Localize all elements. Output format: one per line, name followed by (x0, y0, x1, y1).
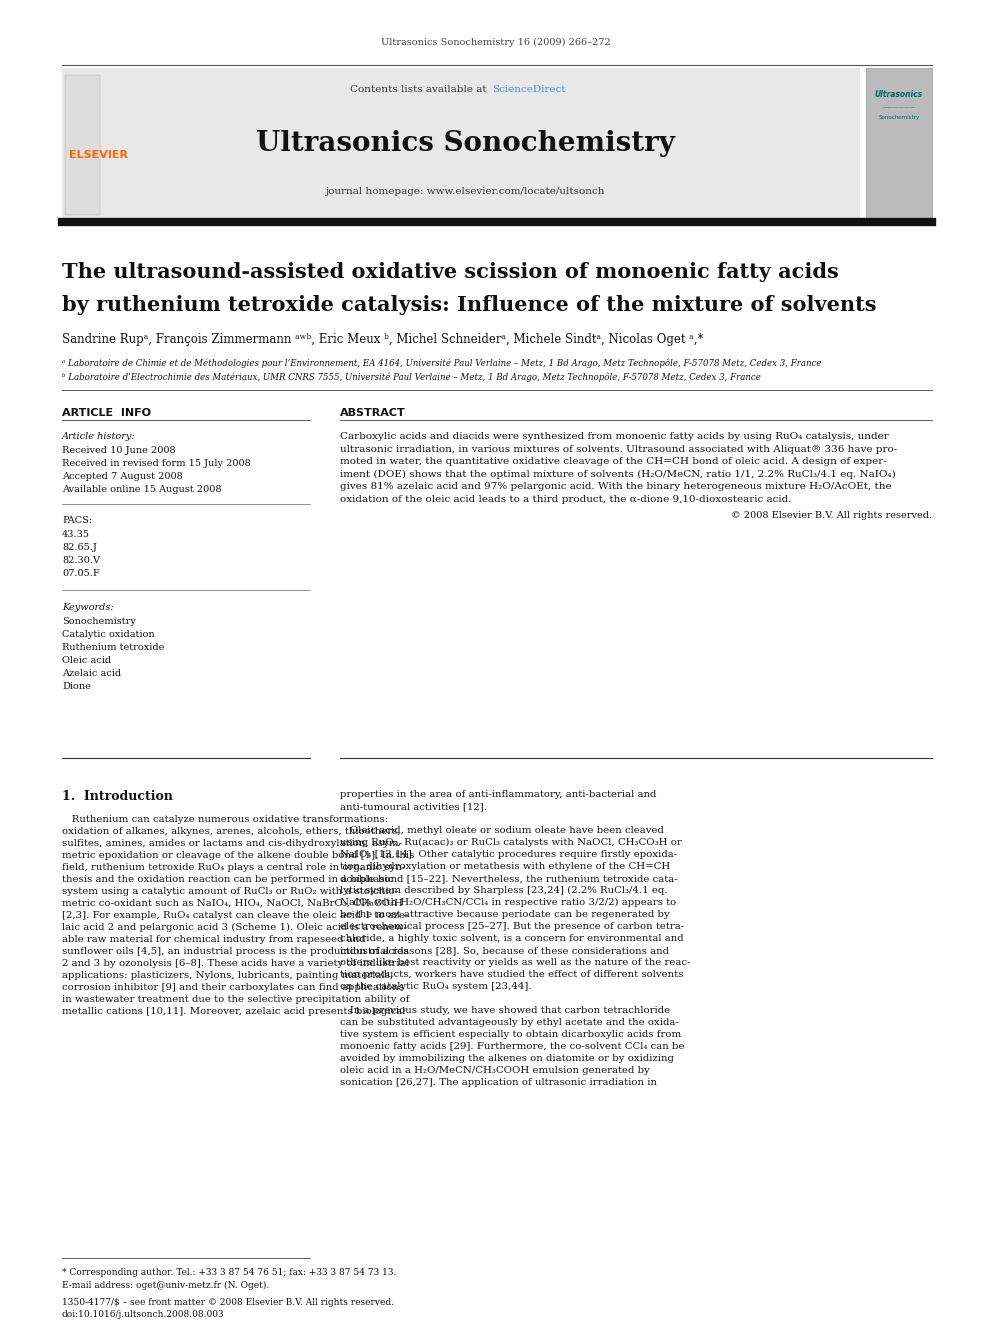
Text: Sandrine Rupᵃ, François Zimmermann ᵃʷᵇ, Eric Meux ᵇ, Michel Schneiderᵃ, Michele : Sandrine Rupᵃ, François Zimmermann ᵃʷᵇ, … (62, 333, 703, 347)
Text: ScienceDirect: ScienceDirect (492, 85, 565, 94)
Text: ABSTRACT: ABSTRACT (339, 407, 406, 418)
Text: doi:10.1016/j.ultsonch.2008.08.003: doi:10.1016/j.ultsonch.2008.08.003 (62, 1310, 224, 1319)
Text: ELSEVIER: ELSEVIER (68, 149, 128, 160)
Text: * Corresponding author. Tel.: +33 3 87 54 76 51; fax: +33 3 87 54 73 13.: * Corresponding author. Tel.: +33 3 87 5… (62, 1267, 397, 1277)
Text: Oleic acid, methyl oleate or sodium oleate have been cleaved: Oleic acid, methyl oleate or sodium olea… (339, 826, 664, 835)
Text: Article history:: Article history: (62, 433, 136, 441)
Text: sunflower oils [4,5], an industrial process is the production of acids: sunflower oils [4,5], an industrial proc… (62, 947, 409, 957)
Text: 1350-4177/$ – see front matter © 2008 Elsevier B.V. All rights reserved.: 1350-4177/$ – see front matter © 2008 El… (62, 1298, 394, 1307)
Text: field, ruthenium tetroxide RuO₄ plays a central role in organic syn-: field, ruthenium tetroxide RuO₄ plays a … (62, 863, 406, 872)
Text: NaIO₄ with H₂O/CH₃CN/CCl₄ in respective ratio 3/2/2) appears to: NaIO₄ with H₂O/CH₃CN/CCl₄ in respective … (339, 898, 676, 908)
Text: 1.  Introduction: 1. Introduction (62, 790, 173, 803)
FancyBboxPatch shape (62, 67, 860, 218)
Text: be the most attractive because periodate can be regenerated by: be the most attractive because periodate… (339, 910, 670, 919)
Text: industrial reasons [28]. So, because of these considerations and: industrial reasons [28]. So, because of … (339, 946, 669, 955)
Text: iment (DOE) shows that the optimal mixture of solvents (H₂O/MeCN, ratio 1/1, 2.2: iment (DOE) shows that the optimal mixtu… (339, 470, 896, 479)
Text: thesis and the oxidation reaction can be performed in a biphasic: thesis and the oxidation reaction can be… (62, 875, 394, 884)
Text: oxidation of alkanes, alkynes, arenes, alcohols, ethers, thioethers,: oxidation of alkanes, alkynes, arenes, a… (62, 827, 401, 836)
Text: metric epoxidation or cleavage of the alkene double bond [1]. In this: metric epoxidation or cleavage of the al… (62, 851, 415, 860)
Text: tion products, workers have studied the effect of different solvents: tion products, workers have studied the … (339, 970, 683, 979)
Text: Sonochemistry: Sonochemistry (62, 617, 136, 626)
Text: 07.05.F: 07.05.F (62, 569, 100, 578)
Text: ᵃ Laboratoire de Chimie et de Méthodologies pour l’Environnement, EA 4164, Unive: ᵃ Laboratoire de Chimie et de Méthodolog… (62, 359, 821, 368)
Text: 82.65.J: 82.65.J (62, 542, 97, 552)
Text: 43.35: 43.35 (62, 531, 90, 538)
FancyBboxPatch shape (866, 67, 932, 218)
Text: system using a catalytic amount of RuCl₃ or RuO₂ with a stoichio-: system using a catalytic amount of RuCl₃… (62, 886, 398, 896)
Text: corrosion inhibitor [9] and their carboxylates can find applications: corrosion inhibitor [9] and their carbox… (62, 983, 404, 992)
Text: lytic system described by Sharpless [23,24] (2.2% RuCl₃/4.1 eq.: lytic system described by Sharpless [23,… (339, 886, 668, 896)
Text: 2 and 3 by ozonolysis [6–8]. These acids have a variety of industrial: 2 and 3 by ozonolysis [6–8]. These acids… (62, 959, 409, 968)
Text: anti-tumoural activities [12].: anti-tumoural activities [12]. (339, 802, 487, 811)
Text: Available online 15 August 2008: Available online 15 August 2008 (62, 486, 221, 493)
Text: chloride, a highly toxic solvent, is a concern for environmental and: chloride, a highly toxic solvent, is a c… (339, 934, 683, 943)
Text: Contents lists available at: Contents lists available at (350, 85, 490, 94)
Text: Ruthenium can catalyze numerous oxidative transformations:: Ruthenium can catalyze numerous oxidativ… (62, 815, 388, 824)
Text: sulfites, amines, amides or lactams and cis-dihydroxylation, asym-: sulfites, amines, amides or lactams and … (62, 839, 402, 848)
Text: Ruthenium tetroxide: Ruthenium tetroxide (62, 643, 165, 652)
Text: moted in water, the quantitative oxidative cleavage of the CH=CH bond of oleic a: moted in water, the quantitative oxidati… (339, 456, 887, 466)
Text: laic acid 2 and pelargonic acid 3 (Scheme 1). Oleic acid is a renew-: laic acid 2 and pelargonic acid 3 (Schem… (62, 923, 407, 933)
Text: sonication [26,27]. The application of ultrasonic irradiation in: sonication [26,27]. The application of u… (339, 1078, 657, 1088)
Text: metric co-oxidant such as NaIO₄, HIO₄, NaOCl, NaBrO₃, CH₃CO₃H: metric co-oxidant such as NaIO₄, HIO₄, N… (62, 900, 403, 908)
Text: journal homepage: www.elsevier.com/locate/ultsonch: journal homepage: www.elsevier.com/locat… (325, 187, 605, 196)
Text: double bond [15–22]. Nevertheless, the ruthenium tetroxide cata-: double bond [15–22]. Nevertheless, the r… (339, 875, 678, 882)
Text: Sonochemistry: Sonochemistry (879, 115, 920, 120)
Text: Received 10 June 2008: Received 10 June 2008 (62, 446, 176, 455)
Text: The ultrasound-assisted oxidative scission of monoenic fatty acids: The ultrasound-assisted oxidative scissi… (62, 262, 839, 282)
Text: in wastewater treatment due to the selective precipitation ability of: in wastewater treatment due to the selec… (62, 995, 410, 1004)
Text: NaIO₄ [13,14]. Other catalytic procedures require firstly epoxida-: NaIO₄ [13,14]. Other catalytic procedure… (339, 849, 677, 859)
Text: able raw material for chemical industry from rapeseed and: able raw material for chemical industry … (62, 935, 366, 945)
Text: ᵇ Laboratoire d’Electrochimie des Matériaux, UMR CNRS 7555, Université Paul Verl: ᵇ Laboratoire d’Electrochimie des Matéri… (62, 373, 761, 382)
Text: Keywords:: Keywords: (62, 603, 114, 613)
Text: others like best reactivity or yields as well as the nature of the reac-: others like best reactivity or yields as… (339, 958, 690, 967)
Text: monoenic fatty acids [29]. Furthermore, the co-solvent CCl₄ can be: monoenic fatty acids [29]. Furthermore, … (339, 1043, 684, 1050)
Text: Received in revised form 15 July 2008: Received in revised form 15 July 2008 (62, 459, 251, 468)
Text: Ultrasonics: Ultrasonics (875, 90, 924, 99)
Text: can be substituted advantageously by ethyl acetate and the oxida-: can be substituted advantageously by eth… (339, 1017, 679, 1027)
Text: ultrasonic irradiation, in various mixtures of solvents. Ultrasound associated w: ultrasonic irradiation, in various mixtu… (339, 445, 897, 454)
Text: using RuO₂, Ru(acac)₃ or RuCl₃ catalysts with NaOCl, CH₃CO₃H or: using RuO₂, Ru(acac)₃ or RuCl₃ catalysts… (339, 837, 682, 847)
FancyBboxPatch shape (65, 75, 100, 216)
Text: tion, dihydroxylation or metathesis with ethylene of the CH=CH: tion, dihydroxylation or metathesis with… (339, 863, 670, 871)
Text: tive system is efficient especially to obtain dicarboxylic acids from: tive system is efficient especially to o… (339, 1031, 682, 1039)
Text: electrochemical process [25–27]. But the presence of carbon tetra-: electrochemical process [25–27]. But the… (339, 922, 683, 931)
Text: avoided by immobilizing the alkenes on diatomite or by oxidizing: avoided by immobilizing the alkenes on d… (339, 1054, 674, 1062)
Text: by ruthenium tetroxide catalysis: Influence of the mixture of solvents: by ruthenium tetroxide catalysis: Influe… (62, 295, 877, 315)
Text: on the catalytic RuO₄ system [23,44].: on the catalytic RuO₄ system [23,44]. (339, 982, 532, 991)
Text: gives 81% azelaic acid and 97% pelargonic acid. With the binary heterogeneous mi: gives 81% azelaic acid and 97% pelargoni… (339, 482, 892, 491)
Text: PACS:: PACS: (62, 516, 92, 525)
Text: metallic cations [10,11]. Moreover, azelaic acid presents biological: metallic cations [10,11]. Moreover, azel… (62, 1007, 406, 1016)
Text: Dione: Dione (62, 681, 91, 691)
Text: Azelaic acid: Azelaic acid (62, 669, 121, 677)
Text: Catalytic oxidation: Catalytic oxidation (62, 630, 155, 639)
Text: applications: plasticizers, Nylons, lubricants, painting materials,: applications: plasticizers, Nylons, lubr… (62, 971, 393, 980)
Text: oleic acid in a H₂O/MeCN/CH₃COOH emulsion generated by: oleic acid in a H₂O/MeCN/CH₃COOH emulsio… (339, 1066, 650, 1076)
Text: 82.30.V: 82.30.V (62, 556, 100, 565)
Text: Accepted 7 August 2008: Accepted 7 August 2008 (62, 472, 183, 482)
Text: ARTICLE  INFO: ARTICLE INFO (62, 407, 151, 418)
Text: properties in the area of anti-inflammatory, anti-bacterial and: properties in the area of anti-inflammat… (339, 790, 656, 799)
Text: ——————: —————— (883, 105, 916, 110)
Text: Carboxylic acids and diacids were synthesized from monoenic fatty acids by using: Carboxylic acids and diacids were synthe… (339, 433, 889, 441)
Text: E-mail address: oget@univ-metz.fr (N. Oget).: E-mail address: oget@univ-metz.fr (N. Og… (62, 1281, 269, 1290)
Text: oxidation of the oleic acid leads to a third product, the α-dione 9,10-dioxostea: oxidation of the oleic acid leads to a t… (339, 495, 792, 504)
Text: Ultrasonics Sonochemistry: Ultrasonics Sonochemistry (256, 130, 675, 157)
Text: Ultrasonics Sonochemistry 16 (2009) 266–272: Ultrasonics Sonochemistry 16 (2009) 266–… (381, 38, 611, 48)
Text: Oleic acid: Oleic acid (62, 656, 111, 665)
Text: © 2008 Elsevier B.V. All rights reserved.: © 2008 Elsevier B.V. All rights reserved… (731, 511, 932, 520)
Text: [2,3]. For example, RuO₄ catalyst can cleave the oleic acid 1 to aze-: [2,3]. For example, RuO₄ catalyst can cl… (62, 912, 409, 919)
Text: In a previous study, we have showed that carbon tetrachloride: In a previous study, we have showed that… (339, 1005, 670, 1015)
